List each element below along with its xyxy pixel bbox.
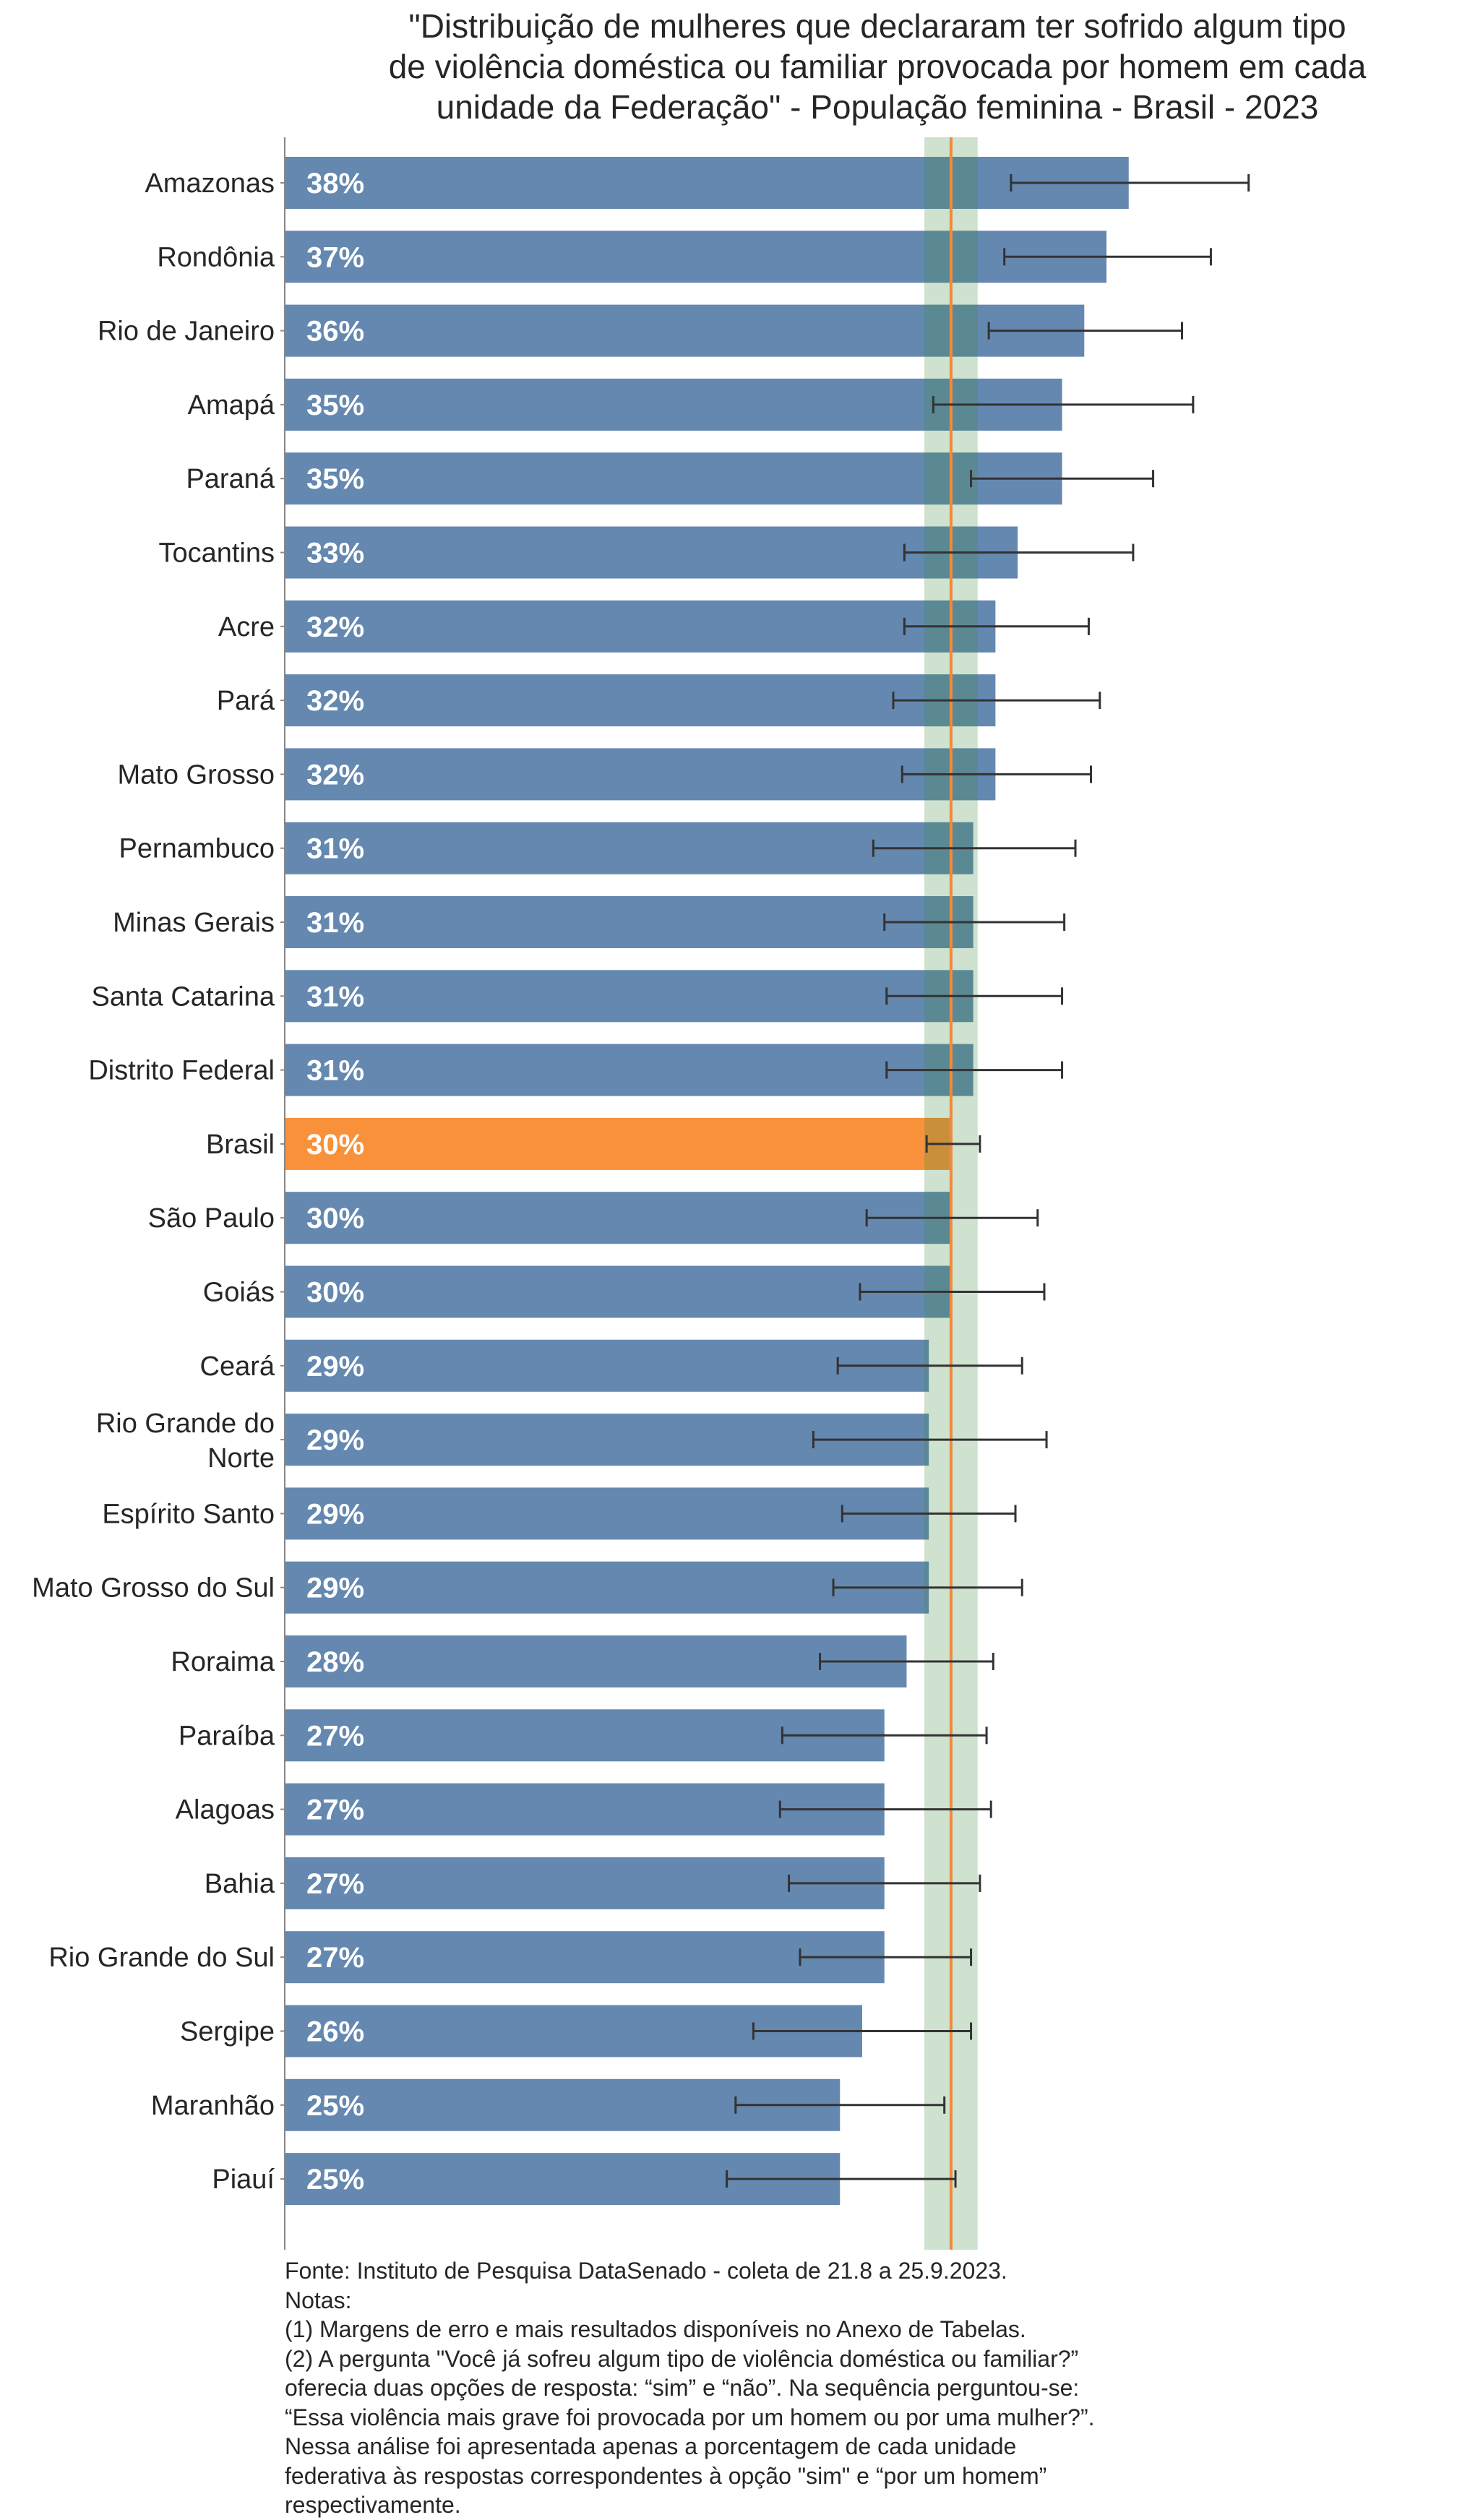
- value-label: 38%: [306, 168, 364, 199]
- value-label: 27%: [306, 1942, 364, 1974]
- category-label: Amazonas: [145, 168, 275, 199]
- bar: [285, 600, 996, 653]
- value-label: 36%: [306, 316, 364, 348]
- category-label: Mato Grosso do Sul: [32, 1573, 275, 1604]
- category-label: Pará: [217, 686, 275, 716]
- value-label: 31%: [306, 981, 364, 1012]
- value-label: 28%: [306, 1646, 364, 1678]
- note-line: federativa às respostas correspondentes …: [285, 2462, 1047, 2489]
- category-label: Espírito Santo: [102, 1499, 275, 1529]
- category-label: Pernambuco: [119, 834, 275, 864]
- category-label: Santa Catarina: [92, 981, 275, 1012]
- note-line: (1) Margens de erro e mais resultados di…: [285, 2316, 1026, 2342]
- title-line: unidade da Federação" - População femini…: [436, 88, 1319, 126]
- category-label: Bahia: [205, 1869, 275, 1899]
- category-label: Sergipe: [180, 2017, 275, 2047]
- bar: [285, 1857, 885, 1909]
- value-label: 32%: [306, 611, 364, 643]
- category-label: São Paulo: [148, 1203, 275, 1234]
- bar: [285, 452, 1062, 505]
- value-label: 29%: [306, 1424, 364, 1456]
- category-label: Tocantins: [158, 538, 275, 569]
- value-label: 31%: [306, 833, 364, 865]
- value-label: 26%: [306, 2016, 364, 2048]
- value-label: 27%: [306, 1868, 364, 1900]
- value-label: 32%: [306, 759, 364, 791]
- notes-heading: Notas:: [285, 2287, 352, 2313]
- category-label: Piauí: [212, 2164, 275, 2195]
- bar: [285, 1635, 907, 1687]
- source-notes: Fonte: Instituto de Pesquisa DataSenado …: [285, 2256, 1095, 2520]
- value-label: 35%: [306, 463, 364, 495]
- category-label: Maranhão: [151, 2091, 275, 2121]
- value-label: 29%: [306, 1573, 364, 1604]
- value-label: 31%: [306, 1055, 364, 1087]
- category-label: Paraíba: [179, 1721, 275, 1751]
- bar: [285, 1339, 929, 1392]
- chart-title: "Distribuição de mulheres que declararam…: [285, 6, 1457, 127]
- category-label: Paraná: [186, 464, 275, 494]
- bar: [285, 1265, 951, 1318]
- value-label: 29%: [306, 1351, 364, 1382]
- value-label: 30%: [306, 1203, 364, 1234]
- note-line: (2) A pergunta "Você já sofreu algum tip…: [285, 2345, 1079, 2372]
- category-label: Distrito Federal: [88, 1056, 275, 1086]
- title-line: "Distribuição de mulheres que declararam…: [408, 7, 1346, 45]
- bar: [285, 896, 974, 948]
- bar: [285, 822, 974, 874]
- category-label: Rio de Janeiro: [98, 317, 275, 347]
- category-label: Rondônia: [157, 242, 275, 272]
- category-label: Rio Grande do Sul: [48, 1943, 275, 1973]
- bar: [285, 1192, 951, 1244]
- bar: [285, 526, 1018, 579]
- value-label: 27%: [306, 1720, 364, 1752]
- bar: [285, 1931, 885, 1984]
- value-label: 29%: [306, 1498, 364, 1530]
- category-label: Goiás: [203, 1278, 275, 1308]
- value-label: 32%: [306, 685, 364, 717]
- value-label: 25%: [306, 2164, 364, 2196]
- note-line: Nessa análise foi apresentada apenas a p…: [285, 2433, 1017, 2459]
- bar: [285, 748, 996, 801]
- value-label: 37%: [306, 241, 364, 273]
- category-label: Mato Grosso: [117, 760, 275, 790]
- bar: [285, 1044, 974, 1096]
- category-label: Alagoas: [176, 1795, 275, 1826]
- category-label: Minas Gerais: [113, 908, 275, 938]
- bar: [285, 970, 974, 1023]
- bar: [285, 1487, 929, 1540]
- category-label: Acre: [218, 612, 275, 642]
- note-line: oferecia duas opções de resposta: “sim” …: [285, 2375, 1080, 2401]
- value-label: 25%: [306, 2090, 364, 2122]
- bar: [285, 1117, 951, 1170]
- bar: [285, 674, 996, 727]
- value-label: 30%: [306, 1129, 364, 1161]
- value-label: 31%: [306, 907, 364, 939]
- value-label: 27%: [306, 1794, 364, 1826]
- bar: [285, 157, 1129, 209]
- note-line: respectivamente.: [285, 2492, 461, 2518]
- value-label: 35%: [306, 390, 364, 421]
- category-label: Roraima: [171, 1647, 275, 1677]
- category-label: Amapá: [188, 390, 275, 421]
- category-label: Ceará: [200, 1351, 275, 1382]
- bar: [285, 231, 1107, 283]
- bar: [285, 1561, 929, 1614]
- category-label: Rio Grande do Norte: [96, 1409, 275, 1474]
- note-line: “Essa violência mais grave foi provocada…: [285, 2404, 1095, 2430]
- category-label: Brasil: [206, 1130, 275, 1160]
- source-line: Fonte: Instituto de Pesquisa DataSenado …: [285, 2258, 1007, 2284]
- value-label: 30%: [306, 1277, 364, 1309]
- title-line: de violência doméstica ou familiar provo…: [388, 48, 1367, 85]
- value-label: 33%: [306, 538, 364, 569]
